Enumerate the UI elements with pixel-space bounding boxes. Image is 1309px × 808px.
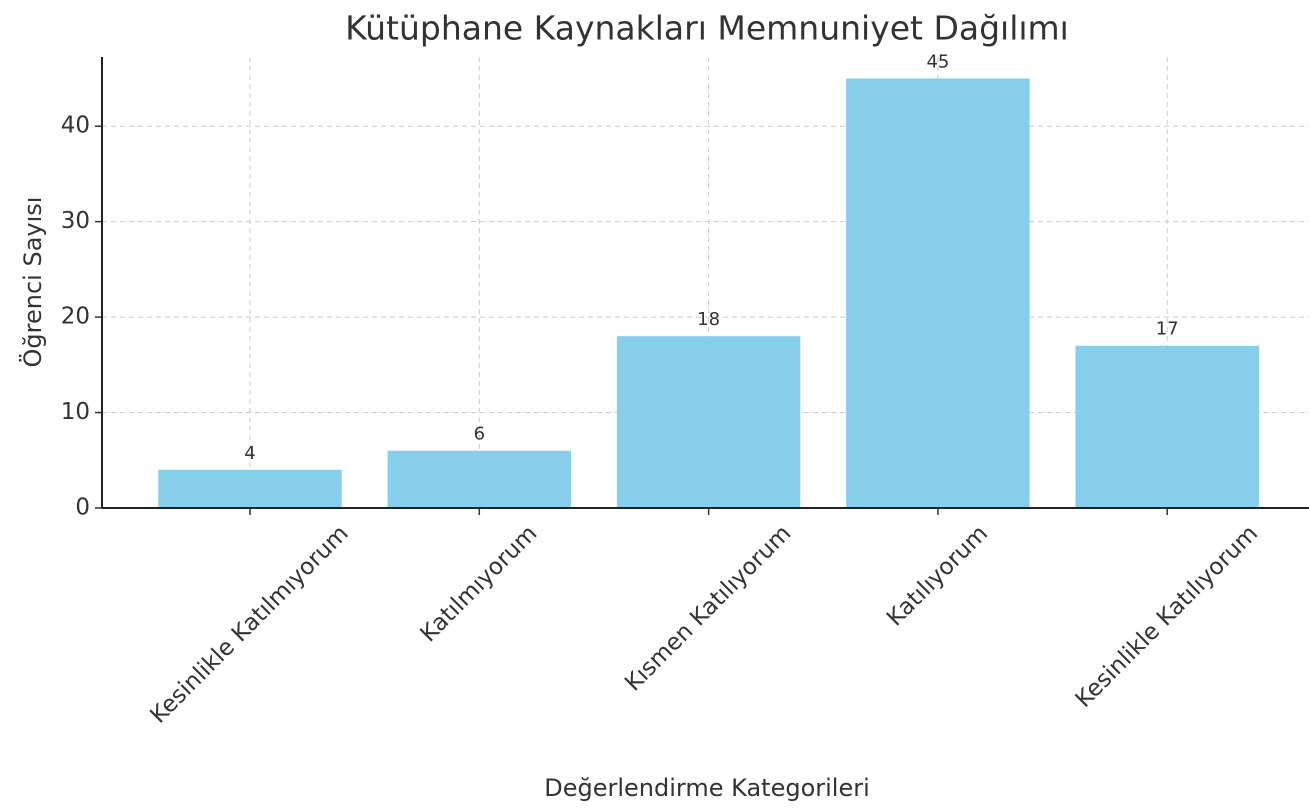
bar bbox=[158, 469, 342, 508]
data-label: 4 bbox=[244, 443, 255, 464]
bar bbox=[1075, 345, 1259, 508]
data-label: 18 bbox=[697, 309, 720, 330]
bar bbox=[387, 450, 572, 508]
y-axis-label: Öğrenci Sayısı bbox=[18, 197, 47, 368]
y-tick-label: 40 bbox=[61, 113, 90, 139]
data-label: 17 bbox=[1156, 319, 1179, 340]
data-label: 6 bbox=[474, 424, 485, 445]
bar bbox=[616, 336, 801, 508]
data-label: 45 bbox=[926, 51, 949, 72]
y-tick-label: 0 bbox=[75, 495, 90, 521]
y-tick-label: 20 bbox=[61, 304, 90, 330]
x-axis-label: Değerlendirme Kategorileri bbox=[544, 774, 870, 802]
y-tick-label: 30 bbox=[61, 208, 90, 234]
y-tick-label: 10 bbox=[61, 399, 90, 425]
chart-title: Kütüphane Kaynakları Memnuniyet Dağılımı bbox=[345, 9, 1069, 48]
bar bbox=[846, 78, 1030, 508]
